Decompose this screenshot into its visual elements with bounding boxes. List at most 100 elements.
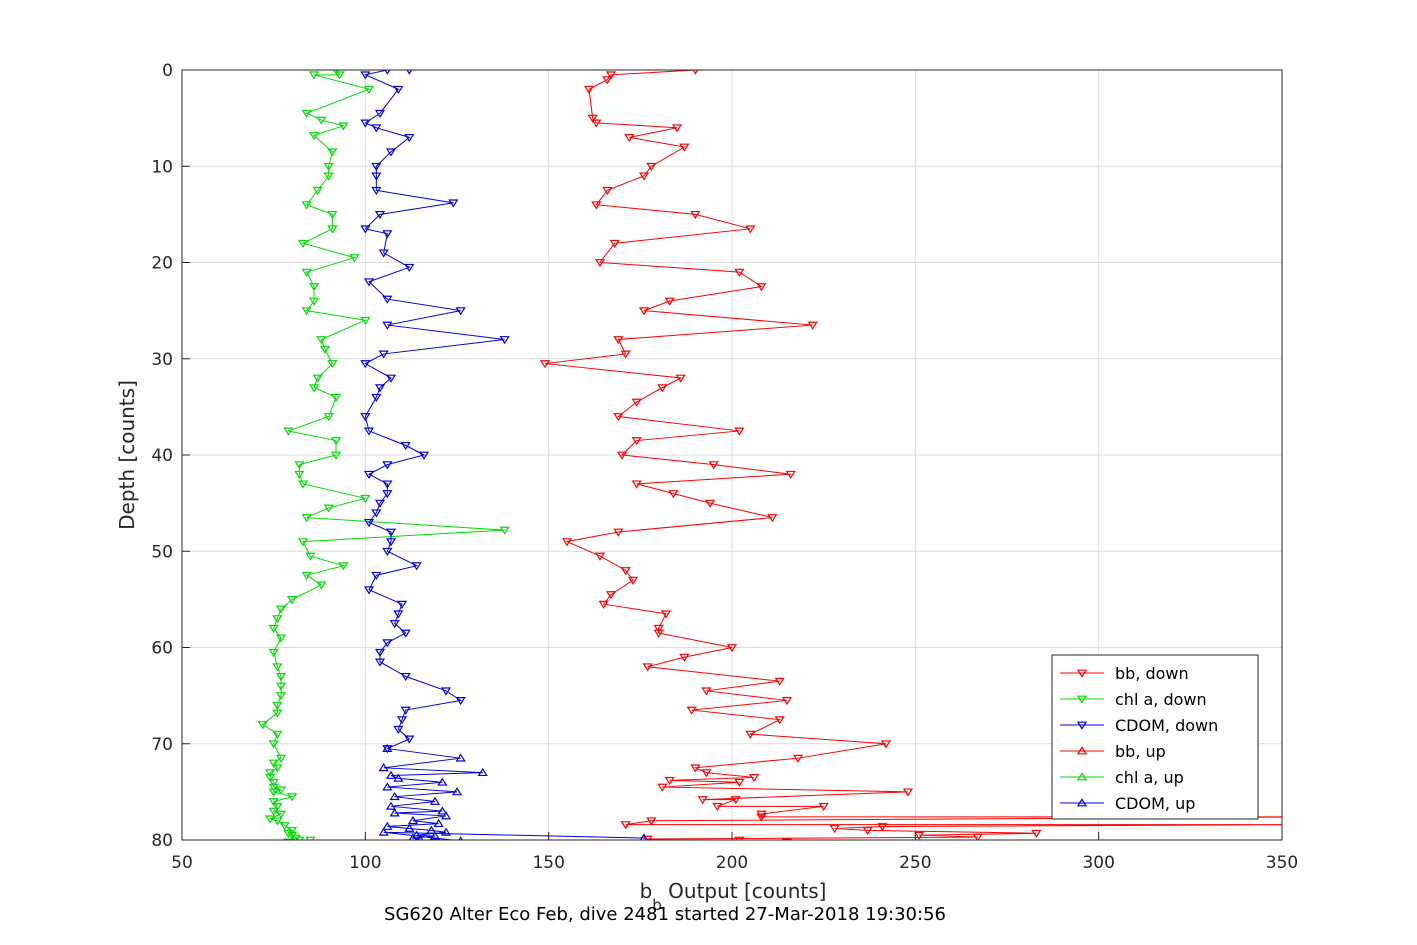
data-point <box>275 682 287 691</box>
data-point <box>418 451 430 460</box>
data-point <box>360 494 371 504</box>
x-tick-label: 200 <box>716 853 748 873</box>
data-point <box>275 692 287 701</box>
data-point <box>301 307 312 316</box>
data-point <box>1315 822 1323 828</box>
legend-swatch-marker <box>1076 772 1088 781</box>
data-point <box>639 833 649 840</box>
data-point <box>323 413 334 422</box>
data-point <box>429 831 441 840</box>
data-point <box>323 162 334 171</box>
data-point <box>781 697 793 706</box>
data-point <box>349 254 360 263</box>
data-point <box>268 783 279 792</box>
data-point <box>605 591 617 600</box>
data-point <box>371 124 382 133</box>
y-tick-label: 20 <box>151 254 173 274</box>
legend-item-chl-a-down: chl a, down <box>1060 690 1207 709</box>
data-point <box>726 644 738 653</box>
data-point <box>371 571 382 581</box>
data-point <box>627 576 639 585</box>
data-point <box>594 552 606 561</box>
data-point <box>297 239 309 248</box>
series-cdom-up <box>378 743 649 840</box>
data-point <box>583 85 595 94</box>
data-point <box>708 461 719 470</box>
data-point <box>657 384 668 393</box>
data-point <box>257 721 268 730</box>
data-point <box>283 838 294 840</box>
data-point <box>429 796 441 805</box>
data-point <box>385 528 397 537</box>
data-point <box>774 716 785 725</box>
legend-label: CDOM, down <box>1115 716 1218 735</box>
data-point <box>408 833 418 840</box>
data-point <box>308 283 320 292</box>
data-point <box>631 480 642 489</box>
legend-item-bb-up: bb, up <box>1060 742 1166 761</box>
data-point <box>382 547 393 556</box>
data-point <box>327 360 338 369</box>
data-point <box>385 148 397 157</box>
data-point <box>426 825 437 834</box>
data-point <box>363 427 375 436</box>
data-point <box>360 119 371 128</box>
data-point <box>378 249 389 258</box>
data-point <box>448 199 459 208</box>
data-point <box>393 610 404 619</box>
data-point <box>602 186 613 196</box>
data-point <box>407 816 419 825</box>
data-point <box>862 826 873 836</box>
data-point <box>374 210 386 220</box>
data-point <box>268 648 279 658</box>
data-point <box>290 834 301 840</box>
data-point <box>774 677 785 686</box>
data-point <box>561 538 573 547</box>
data-point <box>679 653 690 662</box>
data-point <box>382 295 393 304</box>
data-point <box>275 634 287 643</box>
data-point <box>378 827 389 836</box>
data-point <box>602 76 613 85</box>
data-point <box>389 620 400 629</box>
y-tick-label: 40 <box>151 446 173 466</box>
data-point <box>338 122 349 131</box>
data-point <box>631 437 642 446</box>
data-point <box>411 830 422 839</box>
data-point <box>785 470 796 479</box>
data-point <box>767 514 778 523</box>
data-point <box>400 706 411 715</box>
data-point <box>653 624 664 633</box>
data-point <box>308 132 320 141</box>
legend: bb, down chl a, down CDOM, down bb, up chl a… <box>1051 654 1259 820</box>
data-point <box>620 567 631 576</box>
x-axis-label-rest: Output [counts] <box>662 879 827 903</box>
data-point <box>275 605 287 614</box>
legend-item-chl-a-up: chl a, up <box>1060 768 1184 787</box>
data-point <box>396 716 408 725</box>
data-point <box>286 595 298 605</box>
x-tick-label: 100 <box>349 853 381 873</box>
data-point <box>316 581 327 590</box>
data-point <box>286 793 298 802</box>
data-point <box>631 398 642 407</box>
data-point <box>913 831 925 840</box>
data-point <box>301 201 312 210</box>
data-point <box>294 461 305 470</box>
data-point <box>697 796 708 805</box>
data-point <box>272 802 283 812</box>
data-point <box>704 499 716 508</box>
data-point <box>363 278 375 287</box>
data-point <box>620 350 631 359</box>
x-tick-label: 50 <box>171 853 193 873</box>
data-point <box>748 774 760 783</box>
legend-swatch-marker <box>1076 669 1088 678</box>
x-tick-label: 300 <box>1082 853 1114 873</box>
data-point <box>877 823 888 832</box>
data-point <box>297 480 309 489</box>
data-point <box>385 801 397 810</box>
data-point <box>818 802 829 812</box>
data-point <box>319 345 331 354</box>
y-tick-label: 10 <box>151 157 173 177</box>
chart-caption: SG620 Alter Eco Feb, dive 2481 started 2… <box>384 904 946 925</box>
